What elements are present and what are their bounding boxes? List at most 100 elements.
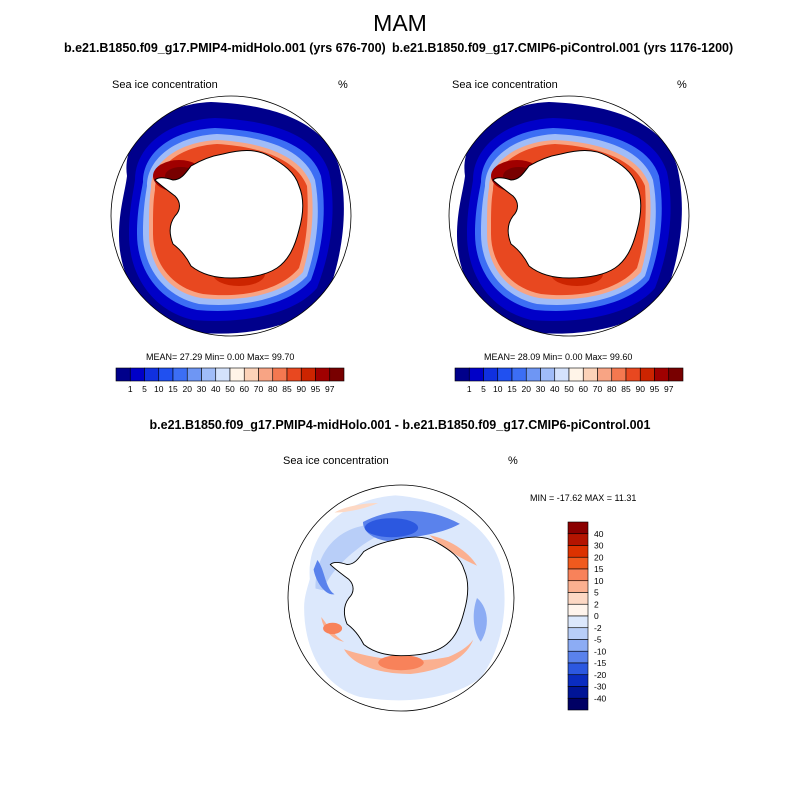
diff-colorbar-swatch — [567, 521, 589, 535]
right-colorbar-swatch — [597, 367, 613, 382]
left-colorbar-tick-label: 50 — [225, 384, 235, 394]
left-units-label: % — [338, 79, 348, 91]
right-colorbar-tick-label: 20 — [522, 384, 532, 394]
diff-colorbar-swatch — [567, 627, 589, 640]
left-map — [110, 95, 352, 337]
left-colorbar-swatch — [158, 367, 174, 382]
right-colorbar-swatch — [511, 367, 527, 382]
diff-colorbar-swatch — [567, 650, 589, 664]
right-map — [448, 95, 690, 337]
left-colorbar-swatch — [229, 367, 245, 382]
right-colorbar-tick-label: 90 — [636, 384, 646, 394]
left-colorbar: 1 5 10 15 20 30 40 50 60 70 80 85 90 95 97 — [115, 367, 345, 394]
left-colorbar-tick-label: 90 — [297, 384, 307, 394]
diff-colorbar-swatch — [567, 662, 589, 676]
figure-title: MAM — [373, 10, 427, 36]
left-colorbar-swatch — [129, 367, 145, 382]
right-colorbar-swatch — [497, 367, 513, 382]
left-colorbar-tick-label: 80 — [268, 384, 278, 394]
right-colorbar-swatch — [639, 367, 655, 382]
left-stats: MEAN= 27.29 Min= 0.00 Max= 99.70 — [146, 352, 295, 362]
left-colorbar-swatch — [243, 367, 259, 382]
right-colorbar-tick-label: 50 — [564, 384, 574, 394]
diff-colorbar-tick-label: -10 — [594, 646, 607, 656]
left-colorbar-tick-label: 60 — [240, 384, 250, 394]
left-colorbar-tick-label: 30 — [197, 384, 207, 394]
right-colorbar-swatch — [554, 367, 570, 382]
diff-colorbar-swatch — [567, 674, 589, 687]
diff-variable-label: Sea ice concentration — [283, 455, 389, 467]
left-variable-label: Sea ice concentration — [112, 79, 218, 91]
diff-colorbar-tick-label: 30 — [594, 541, 604, 551]
left-colorbar-swatch — [186, 367, 202, 382]
diff-colorbar-swatch — [567, 580, 589, 593]
left-colorbar-swatch — [144, 367, 160, 382]
diff-case-title: b.e21.B1850.f09_g17.PMIP4-midHolo.001 - … — [149, 418, 651, 432]
right-colorbar-tick-label: 80 — [607, 384, 617, 394]
diff-colorbar-tick-label: -40 — [594, 693, 607, 703]
right-stats: MEAN= 28.09 Min= 0.00 Max= 99.60 — [484, 352, 633, 362]
left-colorbar-swatch — [215, 367, 231, 382]
diff-colorbar-tick-label: 5 — [594, 588, 599, 598]
left-colorbar-tick-label: 95 — [311, 384, 321, 394]
diff-colorbar-tick-label: -30 — [594, 682, 607, 692]
left-colorbar-swatch — [272, 367, 288, 382]
diff-colorbar-swatch — [567, 603, 589, 617]
diff-map — [287, 484, 515, 712]
right-colorbar-tick-label: 30 — [536, 384, 546, 394]
left-colorbar-swatch — [300, 367, 316, 382]
left-colorbar-tick-label: 85 — [282, 384, 292, 394]
right-colorbar-swatch — [454, 367, 470, 382]
right-colorbar-tick-label: 1 — [467, 384, 472, 394]
right-colorbar-swatch — [611, 367, 627, 382]
left-colorbar-tick-label: 15 — [168, 384, 178, 394]
right-colorbar-swatch — [483, 367, 499, 382]
diff-stats: MIN = -17.62 MAX = 11.31 — [530, 493, 637, 503]
diff-colorbar-swatch — [567, 533, 589, 546]
left-colorbar-swatch — [115, 367, 131, 382]
diff-colorbar-swatch — [567, 568, 589, 582]
right-colorbar: 1 5 10 15 20 30 40 50 60 70 80 85 90 95 97 — [454, 367, 684, 394]
left-colorbar-tick-label: 70 — [254, 384, 264, 394]
right-colorbar-tick-label: 95 — [650, 384, 660, 394]
right-colorbar-tick-label: 60 — [579, 384, 589, 394]
diff-colorbar-swatch — [567, 592, 589, 605]
diff-colorbar-swatch — [567, 686, 589, 699]
diff-units-label: % — [508, 455, 518, 467]
right-colorbar-swatch — [540, 367, 556, 382]
left-case-title: b.e21.B1850.f09_g17.PMIP4-midHolo.001 (y… — [64, 41, 386, 55]
right-colorbar-swatch — [468, 367, 484, 382]
left-colorbar-swatch — [315, 367, 331, 382]
diff-colorbar-tick-label: 15 — [594, 564, 604, 574]
right-colorbar-swatch — [668, 367, 684, 382]
right-colorbar-swatch — [654, 367, 670, 382]
diff-colorbar-tick-label: -15 — [594, 658, 607, 668]
diff-colorbar-swatch — [567, 545, 589, 558]
right-colorbar-tick-label: 15 — [507, 384, 517, 394]
diff-colorbar-tick-label: 20 — [594, 552, 604, 562]
left-colorbar-tick-label: 10 — [154, 384, 164, 394]
left-colorbar-tick-label: 97 — [325, 384, 335, 394]
diff-colorbar-swatch — [567, 615, 589, 629]
left-colorbar-tick-label: 5 — [142, 384, 147, 394]
diff-colorbar-swatch — [567, 697, 589, 711]
right-colorbar-tick-label: 40 — [550, 384, 560, 394]
right-colorbar-tick-label: 5 — [481, 384, 486, 394]
diff-colorbar-swatch — [567, 639, 589, 652]
diff-colorbar-tick-label: 40 — [594, 529, 604, 539]
diff-colorbar-tick-label: 2 — [594, 599, 599, 609]
left-colorbar-tick-label: 20 — [183, 384, 193, 394]
right-colorbar-tick-label: 10 — [493, 384, 503, 394]
diff-colorbar-tick-label: -2 — [594, 623, 602, 633]
diff-colorbar-swatch — [567, 556, 589, 570]
right-colorbar-tick-label: 70 — [593, 384, 603, 394]
right-variable-label: Sea ice concentration — [452, 79, 558, 91]
right-colorbar-tick-label: 85 — [621, 384, 631, 394]
left-colorbar-tick-label: 1 — [128, 384, 133, 394]
right-colorbar-swatch — [568, 367, 584, 382]
diff-colorbar-tick-label: 10 — [594, 576, 604, 586]
left-colorbar-swatch — [258, 367, 274, 382]
right-colorbar-swatch — [582, 367, 598, 382]
